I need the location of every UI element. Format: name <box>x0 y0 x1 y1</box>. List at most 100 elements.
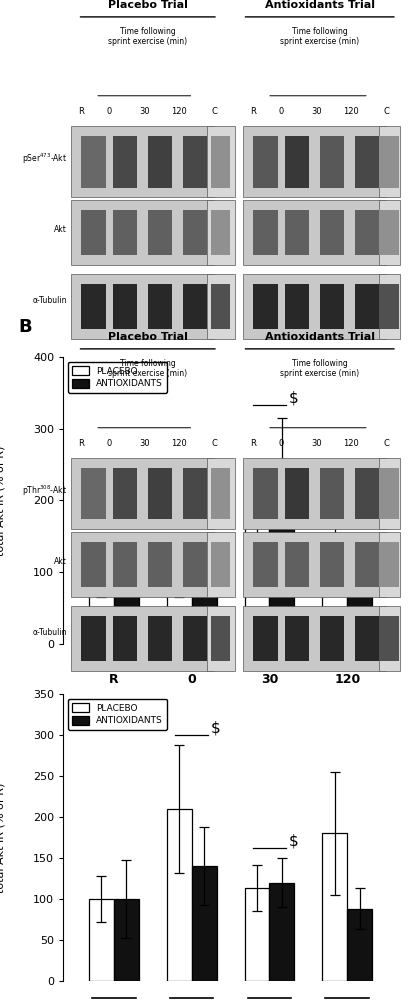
Text: 120: 120 <box>171 107 187 116</box>
Bar <box>114 572 139 644</box>
Bar <box>253 542 277 588</box>
Bar <box>183 284 207 329</box>
Text: $: $ <box>211 720 221 735</box>
Bar <box>379 136 399 187</box>
Text: A: A <box>18 0 32 4</box>
Bar <box>242 200 386 265</box>
Text: R: R <box>250 439 256 448</box>
Text: $: $ <box>289 833 299 848</box>
Text: Antioxidants Trial: Antioxidants Trial <box>265 0 375 10</box>
Bar <box>285 136 309 187</box>
Bar <box>211 616 230 661</box>
Text: 0: 0 <box>279 439 284 448</box>
Bar <box>285 616 309 661</box>
Bar <box>148 468 172 519</box>
Text: C: C <box>211 107 217 116</box>
Text: Time following
sprint exercise (min): Time following sprint exercise (min) <box>280 26 359 46</box>
Bar <box>211 210 230 256</box>
Bar <box>192 866 217 981</box>
Text: 0: 0 <box>106 439 112 448</box>
Bar <box>322 538 347 644</box>
Text: C: C <box>211 439 217 448</box>
Bar <box>253 616 277 661</box>
Bar <box>207 532 235 597</box>
Bar <box>379 127 400 197</box>
Bar <box>167 568 192 644</box>
Bar <box>244 888 269 981</box>
Bar <box>253 136 277 187</box>
Text: 30: 30 <box>261 673 278 685</box>
Bar <box>211 136 230 187</box>
Bar <box>211 468 230 519</box>
Bar <box>113 284 137 329</box>
Bar <box>285 542 309 588</box>
Bar <box>242 532 386 597</box>
Bar <box>148 210 172 256</box>
Bar <box>207 607 235 671</box>
Bar <box>242 459 386 529</box>
Text: $: $ <box>367 460 377 475</box>
Text: Time Following
Sprint Exercise(min): Time Following Sprint Exercise(min) <box>206 721 333 743</box>
Bar <box>183 468 207 519</box>
Text: 120: 120 <box>344 107 359 116</box>
Legend: PLACEBO, ANTIOXIDANTS: PLACEBO, ANTIOXIDANTS <box>68 698 167 729</box>
Bar <box>71 200 215 265</box>
Bar <box>113 468 137 519</box>
Bar <box>71 275 215 339</box>
Text: 30: 30 <box>311 439 322 448</box>
Bar <box>285 284 309 329</box>
Text: C: C <box>384 439 389 448</box>
Text: α-Tubulin: α-Tubulin <box>33 296 67 305</box>
Bar <box>71 532 215 597</box>
Text: pThr$^{308}$-Akt to
total Akt IR (% of R): pThr$^{308}$-Akt to total Akt IR (% of R… <box>0 783 6 892</box>
Bar <box>269 468 294 644</box>
Bar <box>379 607 400 671</box>
Bar <box>207 127 235 197</box>
Text: Akt: Akt <box>54 557 67 565</box>
Text: R: R <box>78 107 84 116</box>
Bar <box>89 899 114 981</box>
Text: 30: 30 <box>311 107 322 116</box>
Bar <box>320 210 344 256</box>
Bar <box>379 459 400 529</box>
Bar <box>379 200 400 265</box>
Text: 120: 120 <box>171 439 187 448</box>
Text: pThr$^{308}$-Akt: pThr$^{308}$-Akt <box>22 483 67 498</box>
Bar <box>355 136 379 187</box>
Bar <box>320 136 344 187</box>
Bar <box>253 210 277 256</box>
Bar <box>347 908 372 981</box>
Bar <box>114 899 139 981</box>
Bar <box>148 616 172 661</box>
Bar <box>148 136 172 187</box>
Bar <box>379 210 399 256</box>
Bar <box>71 459 215 529</box>
Bar <box>81 468 106 519</box>
Bar <box>379 532 400 597</box>
Bar <box>355 542 379 588</box>
Text: Placebo Trial: Placebo Trial <box>108 0 188 10</box>
Bar <box>379 275 400 339</box>
Text: pSer$^{473}$-Akt to
total Akt IR (% of R): pSer$^{473}$-Akt to total Akt IR (% of R… <box>0 446 6 555</box>
Bar <box>253 468 277 519</box>
Text: 0: 0 <box>106 107 112 116</box>
Text: 30: 30 <box>139 107 150 116</box>
Bar <box>192 568 217 644</box>
Legend: PLACEBO, ANTIOXIDANTS: PLACEBO, ANTIOXIDANTS <box>68 361 167 392</box>
Text: 0: 0 <box>187 673 196 685</box>
Bar <box>355 616 379 661</box>
Text: 120: 120 <box>344 439 359 448</box>
Bar <box>242 127 386 197</box>
Bar <box>113 210 137 256</box>
Bar <box>320 616 344 661</box>
Bar <box>113 542 137 588</box>
Bar <box>320 542 344 588</box>
Text: α-Tubulin: α-Tubulin <box>33 628 67 637</box>
Bar <box>148 542 172 588</box>
Text: 30: 30 <box>139 439 150 448</box>
Bar <box>285 210 309 256</box>
Bar <box>148 284 172 329</box>
Text: 120: 120 <box>334 673 360 685</box>
Bar <box>71 127 215 197</box>
Bar <box>89 572 114 644</box>
